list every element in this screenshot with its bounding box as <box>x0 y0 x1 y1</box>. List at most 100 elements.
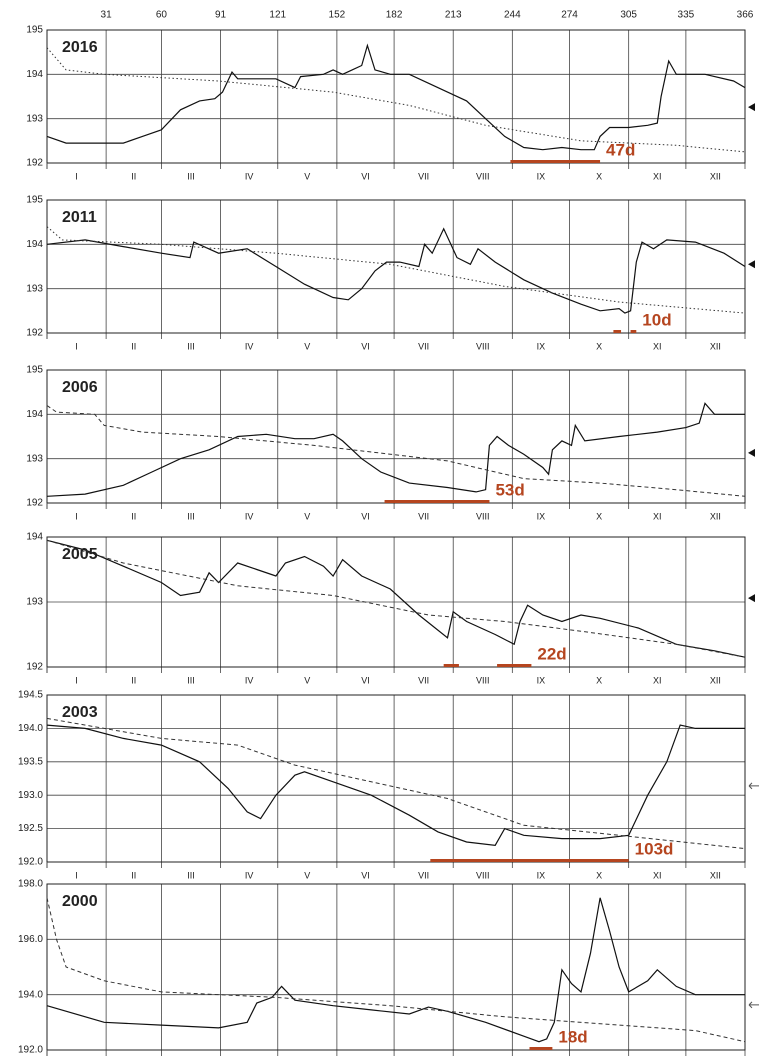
low-period <box>529 1047 553 1050</box>
period-label: 47d <box>606 140 635 159</box>
x-tick-label: 335 <box>678 10 695 21</box>
y-tick-label: 193 <box>26 453 43 464</box>
month-label: VII <box>418 341 429 351</box>
panel-year: 2000 <box>62 893 98 910</box>
month-label: II <box>131 511 136 521</box>
month-label: XI <box>653 171 662 181</box>
panel-year: 2003 <box>62 704 98 721</box>
month-label: X <box>596 870 602 880</box>
period-label: 53d <box>495 480 524 499</box>
month-label: VII <box>418 675 429 685</box>
month-label: III <box>187 171 195 181</box>
y-tick-label: 196.0 <box>18 934 43 945</box>
month-label: XI <box>653 870 662 880</box>
month-label: VIII <box>476 675 490 685</box>
x-tick-label: 121 <box>269 10 286 21</box>
y-tick-label: 194 <box>26 409 43 420</box>
month-label: III <box>187 675 195 685</box>
month-label: VII <box>418 171 429 181</box>
month-label: VI <box>361 511 370 521</box>
month-label: VIII <box>476 341 490 351</box>
y-tick-label: 193 <box>26 283 43 294</box>
period-label: 103d <box>635 839 674 858</box>
low-period <box>613 330 622 333</box>
y-tick-label: 193.5 <box>18 756 43 767</box>
series-line <box>46 47 746 153</box>
y-tick-label: 192.0 <box>18 857 43 868</box>
month-label: IX <box>537 870 546 880</box>
series-line <box>46 539 746 658</box>
panel-year: 2005 <box>62 546 98 563</box>
x-tick-label: 244 <box>504 10 521 21</box>
month-label: XII <box>710 341 721 351</box>
month-label: VI <box>361 171 370 181</box>
month-label: IX <box>537 675 546 685</box>
month-label: X <box>596 675 602 685</box>
month-label: I <box>75 870 78 880</box>
x-tick-label: 366 <box>737 10 754 21</box>
month-label: IX <box>537 171 546 181</box>
x-tick-label: 182 <box>386 10 403 21</box>
month-label: X <box>596 171 602 181</box>
month-label: VIII <box>476 171 490 181</box>
month-label: IV <box>245 675 254 685</box>
month-label: I <box>75 341 78 351</box>
y-tick-label: 193.0 <box>18 790 43 801</box>
y-tick-label: 192 <box>26 498 43 509</box>
month-label: V <box>304 171 310 181</box>
month-label: IX <box>537 341 546 351</box>
period-label: 10d <box>642 310 671 329</box>
y-tick-label: 194 <box>26 69 43 80</box>
x-tick-label: 274 <box>561 10 578 21</box>
month-label: V <box>304 675 310 685</box>
series-line <box>46 717 746 850</box>
series-line <box>46 405 746 497</box>
y-tick-label: 194 <box>26 239 43 250</box>
month-label: VIII <box>476 870 490 880</box>
month-label: VI <box>361 870 370 880</box>
month-label: II <box>131 870 136 880</box>
low-period <box>384 500 490 503</box>
y-tick-label: 193 <box>26 597 43 608</box>
month-label: VII <box>418 870 429 880</box>
low-period <box>497 664 532 667</box>
month-label: V <box>304 341 310 351</box>
panel-year: 2016 <box>62 39 98 56</box>
series-line <box>46 539 746 658</box>
series-line <box>46 897 746 1043</box>
y-tick-label: 195 <box>26 195 43 206</box>
month-label: II <box>131 675 136 685</box>
x-tick-label: 305 <box>620 10 637 21</box>
y-tick-label: 194.0 <box>18 723 43 734</box>
level-marker <box>748 782 759 790</box>
month-label: IX <box>537 511 546 521</box>
plot-frame <box>46 694 746 863</box>
y-tick-label: 194 <box>26 532 43 543</box>
level-marker <box>748 594 755 603</box>
low-period <box>510 160 601 163</box>
y-tick-label: 192.5 <box>18 823 43 834</box>
series-line <box>46 724 745 846</box>
level-marker <box>748 103 755 112</box>
month-label: VIII <box>476 511 490 521</box>
month-label: III <box>187 870 195 880</box>
low-period <box>443 664 459 667</box>
y-tick-label: 192 <box>26 158 43 169</box>
month-label: VI <box>361 675 370 685</box>
y-tick-label: 195 <box>26 365 43 376</box>
level-marker <box>748 260 755 269</box>
y-tick-label: 195 <box>26 25 43 36</box>
month-label: IV <box>245 511 254 521</box>
y-tick-label: 194.5 <box>18 690 43 701</box>
y-tick-label: 193 <box>26 113 43 124</box>
plot-frame <box>46 199 746 334</box>
y-tick-label: 198.0 <box>18 879 43 890</box>
month-label: I <box>75 511 78 521</box>
period-label: 18d <box>558 1027 587 1046</box>
month-label: IV <box>245 870 254 880</box>
month-label: IV <box>245 341 254 351</box>
plot-frame <box>46 29 746 164</box>
low-period <box>630 330 637 333</box>
month-label: X <box>596 341 602 351</box>
